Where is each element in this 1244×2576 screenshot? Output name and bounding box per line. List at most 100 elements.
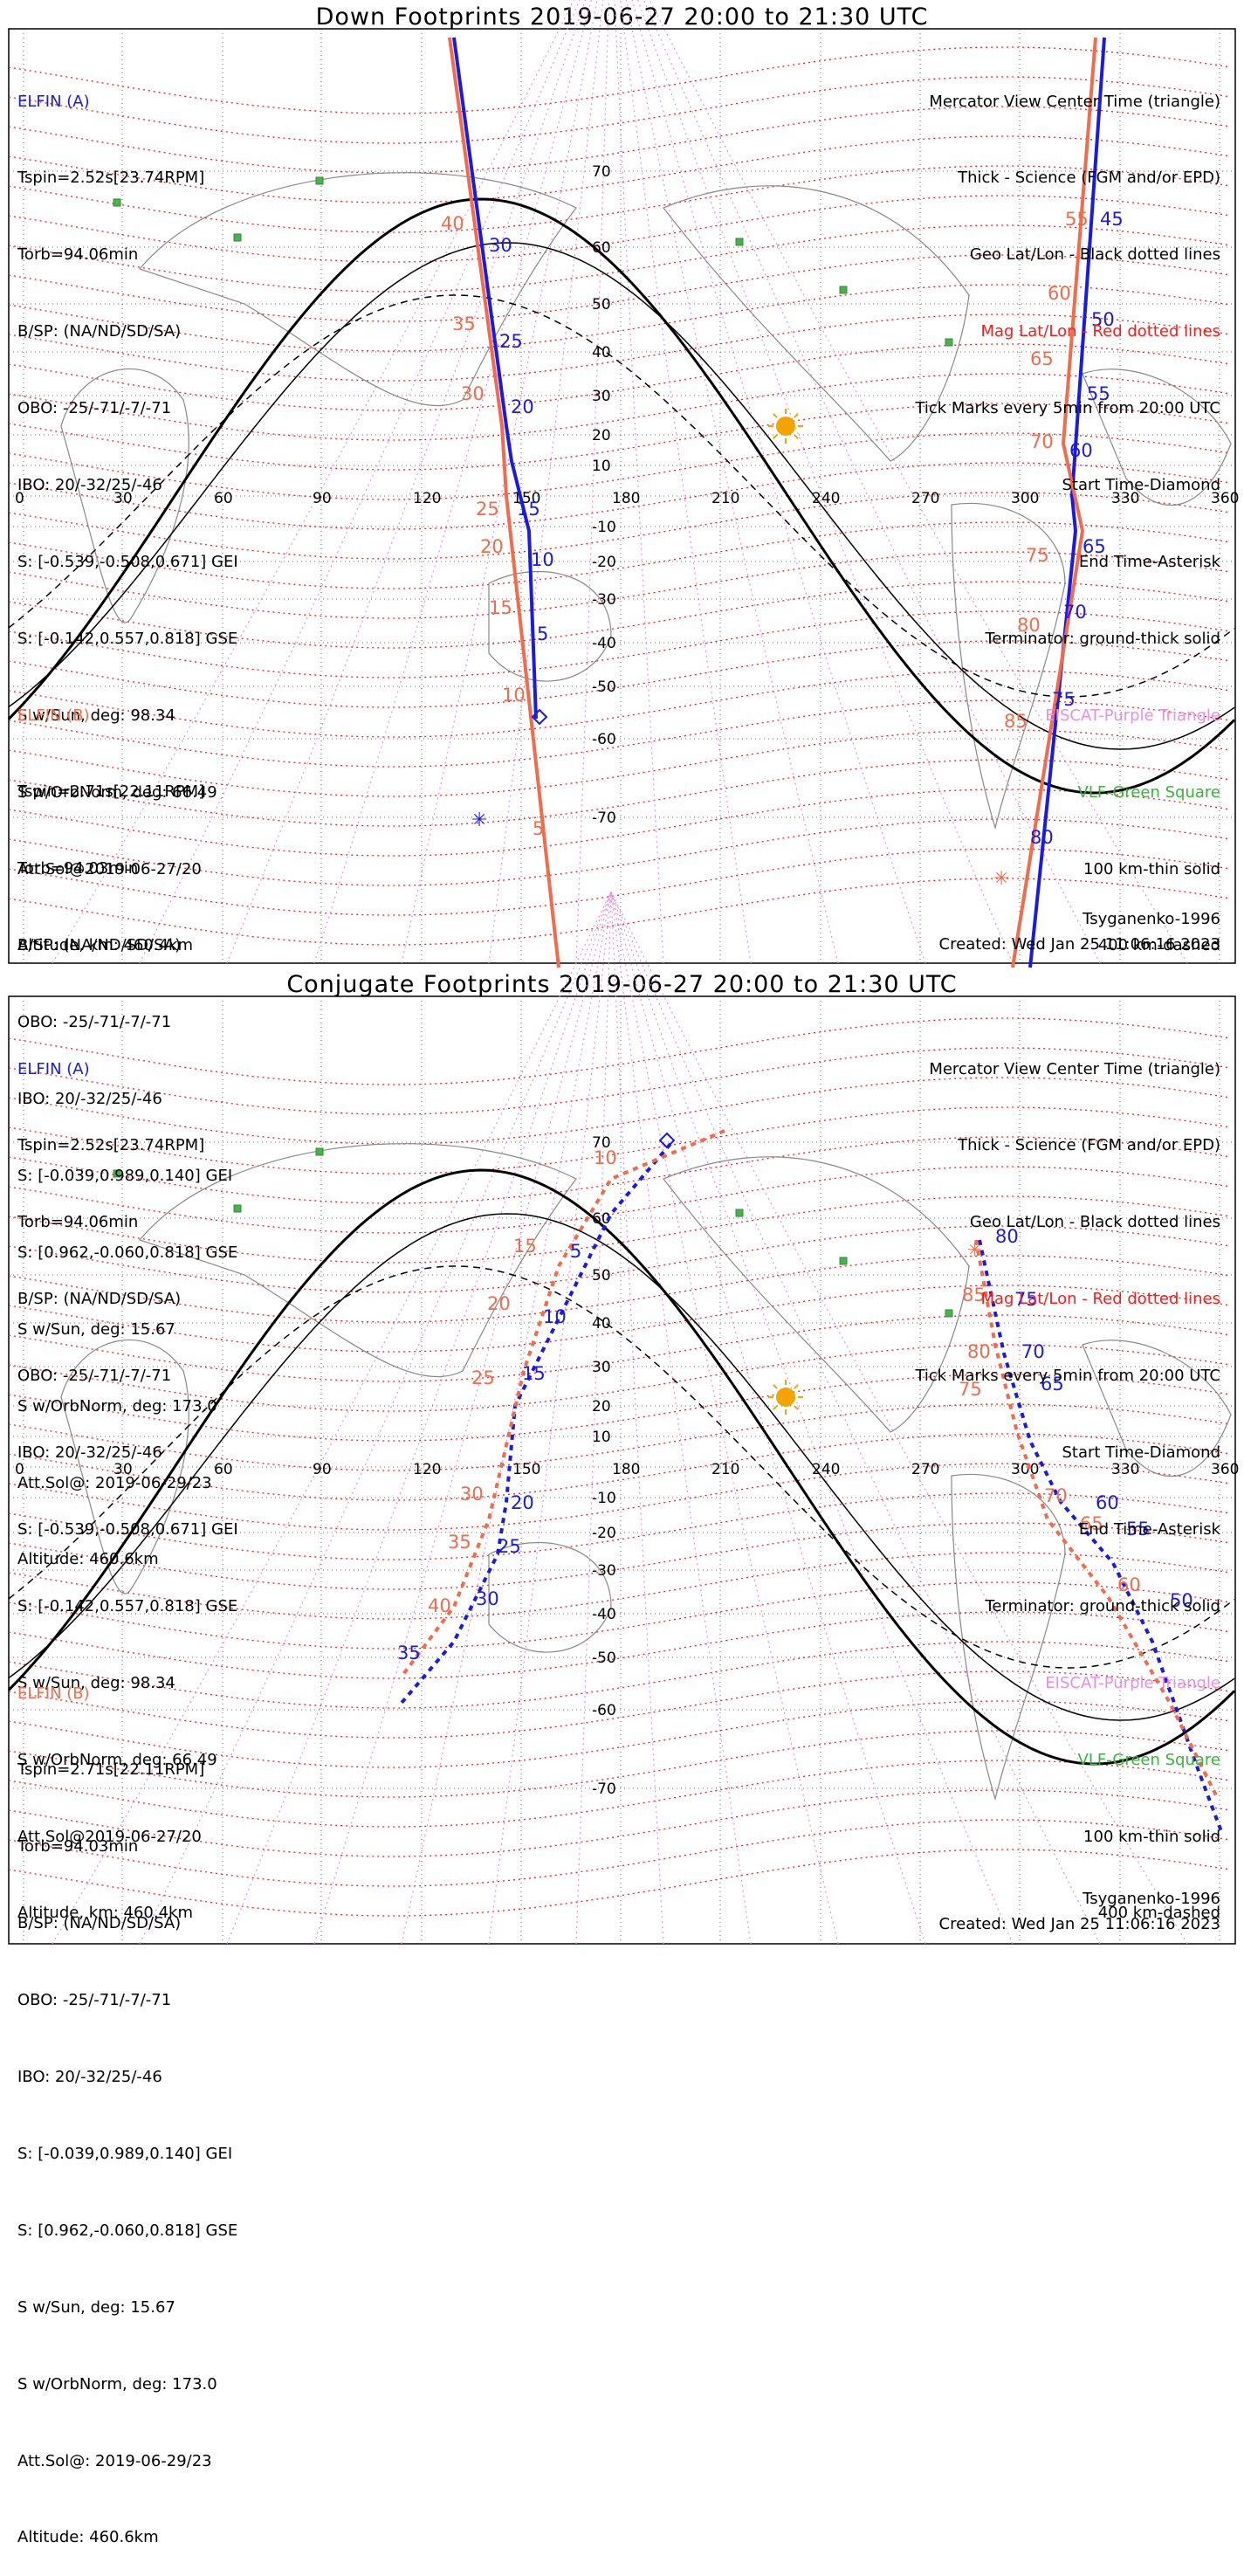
elfin-a-time-label: 70	[1021, 1341, 1045, 1362]
lon-tick-label: 330	[1111, 490, 1139, 507]
lon-tick-label: 30	[113, 1461, 133, 1478]
legend-item: Mag Lat/Lon - Red dotted lines	[980, 322, 1220, 341]
coastline	[663, 1156, 970, 1433]
elfin-a-time-label: 5	[570, 1241, 581, 1262]
elfin-b-line: S w/Sun, deg: 15.67	[17, 1319, 175, 1339]
elfin-a-time-label: 65	[1041, 1374, 1064, 1395]
legend-item: Thick - Science (FGM and/or EPD)	[958, 169, 1220, 188]
lon-tick-label: 240	[812, 490, 840, 507]
legend-item: Tick Marks every 5min from 20:00 UTC	[915, 399, 1220, 418]
vlf-square	[113, 198, 121, 207]
model-label: Tsyganenko-1996	[1082, 1890, 1220, 1908]
elfin-b-line: Att.Sol@: 2019-06-29/23	[17, 1473, 212, 1492]
elfin-b-time-label: 15	[513, 1236, 537, 1257]
elfin-b-line: IBO: 20/-32/25/-46	[17, 1090, 162, 1109]
elfin-a-line: S: [-0.539,-0.508,0.671] GEI	[17, 1519, 238, 1539]
coastline	[1082, 1340, 1232, 1477]
legend-item: Start Time-Diamond	[1062, 1443, 1220, 1463]
elfin-b-time-label: 20	[487, 1293, 511, 1314]
lon-tick-label: 90	[313, 1461, 332, 1478]
elfin-b-time-label: 65	[1080, 1513, 1103, 1534]
elfin-a-line: Tspin=2.52s[23.74RPM]	[17, 169, 205, 188]
lat-tick-label: 60	[592, 1210, 611, 1228]
lat-tick-label: -70	[592, 1780, 616, 1798]
elfin-a-time-label: 55	[1087, 383, 1110, 404]
mag-lon-line	[52, 0, 574, 964]
elfin-b-line: Torb=94.03min	[17, 1837, 139, 1856]
vlf-square	[735, 238, 744, 246]
elfin-b-line: S: [0.962,-0.060,0.818] GSE	[17, 1243, 238, 1262]
legend-down: Mercator View Center Time (triangle) Thi…	[915, 38, 1220, 984]
legend-item: VLF-Green Square	[1077, 1750, 1220, 1769]
elfin-a-time-label: 50	[1170, 1590, 1193, 1611]
start-diamond-icon	[658, 1132, 676, 1149]
coastline	[60, 1340, 189, 1595]
legend-item: Tick Marks every 5min from 20:00 UTC	[915, 1367, 1220, 1386]
legend-item: 400 km-dashed	[1097, 936, 1220, 955]
mag-lon-line	[614, 0, 664, 964]
coastline	[60, 368, 189, 623]
elfin-b-line: IBO: 20/-32/25/-46	[17, 2068, 162, 2087]
elfin-b-time-label: 20	[480, 536, 504, 557]
elfin-a-line: Torb=94.06min	[17, 245, 139, 265]
lat-tick-label: -10	[592, 1490, 616, 1507]
legend-item: Geo Lat/Lon - Black dotted lines	[969, 245, 1220, 265]
legend-item: Geo Lat/Lon - Black dotted lines	[969, 1213, 1220, 1232]
lat-tick-label: 30	[592, 1359, 611, 1376]
coastline	[138, 1143, 577, 1378]
mag-lon-line	[226, 0, 587, 964]
created-label: Created: Wed Jan 25 11:06:16 2023	[938, 1915, 1220, 1933]
lat-tick-label: 30	[592, 388, 611, 405]
elfin-a-track-east	[978, 1239, 1224, 1835]
terminator-curve	[7, 1168, 1236, 1766]
mag-lon-line	[488, 891, 612, 1945]
lat-tick-label: 20	[592, 1398, 611, 1415]
elfin-b-track-east	[1011, 37, 1097, 968]
lon-tick-label: 300	[1011, 490, 1039, 507]
mag-lon-line	[620, 0, 752, 964]
mag-lon-line	[649, 0, 1188, 964]
elfin-a-line: S: [-0.142,0.557,0.818] GSE	[17, 1596, 238, 1615]
elfin-a-time-label: 45	[1100, 209, 1124, 230]
mag-lon-line	[313, 891, 612, 1945]
elfin-a-time-label: 60	[1069, 440, 1093, 461]
lon-tick-label: 0	[15, 1461, 24, 1478]
elfin-a-title: ELFIN (A)	[17, 1059, 90, 1078]
lat-tick-label: 40	[592, 1315, 611, 1333]
mag-lon-line	[610, 891, 926, 1945]
elfin-b-line: Torb=94.03min	[17, 859, 139, 878]
elfin-b-time-label: 35	[448, 1532, 471, 1553]
end-asterisk-icon: ✳	[967, 1239, 982, 1260]
terminator-curve	[7, 197, 1236, 795]
mag-lon-line	[313, 0, 592, 964]
lat-tick-label: 70	[592, 163, 611, 181]
elfin-a-time-label: 30	[489, 235, 512, 256]
sun-ray	[794, 1405, 799, 1410]
elfin-a-time-label: 25	[499, 331, 523, 352]
elfin-a-time-label: 25	[498, 1536, 521, 1557]
elfin-b-line: B/SP: (NA/ND/SD/SA)	[17, 936, 182, 955]
end-asterisk-icon: ✳	[993, 868, 1009, 890]
elfin-b-line: B/SP: (NA/ND/SD/SA)	[17, 1914, 182, 1933]
coastline	[138, 172, 577, 407]
lon-tick-label: 360	[1211, 1461, 1239, 1478]
lat-tick-label: -50	[592, 678, 616, 696]
elfin-a-time-label: 10	[543, 1306, 567, 1327]
elfin-a-line: Altitude, km: 460.4km	[17, 1904, 194, 1923]
legend-item: 400 km-dashed	[1097, 1904, 1220, 1923]
footprint-maps: 0 30 60 90 120 150 180 210 240 270 300 330 360706050…	[7, 0, 1239, 1945]
elfin-a-time-label: 30	[476, 1588, 499, 1609]
mag-lon-line	[610, 891, 1188, 1945]
elfin-a-track-east	[1028, 37, 1106, 968]
elfin-b-time-label: 30	[460, 1484, 484, 1505]
elfin-b-time-label: 35	[452, 313, 476, 334]
elfin-b-time-label: 65	[1030, 348, 1054, 369]
start-diamond-icon	[531, 708, 548, 726]
vlf-square	[839, 286, 848, 294]
lat-tick-label: -30	[592, 1562, 616, 1580]
elfin-a-line: Att.Sol@2019-06-27/20	[17, 859, 202, 878]
sun-ray	[794, 413, 799, 418]
elfin-a-line: OBO: -25/-71/-7/-71	[17, 1367, 172, 1386]
lon-tick-label: 150	[512, 1461, 540, 1478]
vlf-square	[315, 176, 324, 185]
